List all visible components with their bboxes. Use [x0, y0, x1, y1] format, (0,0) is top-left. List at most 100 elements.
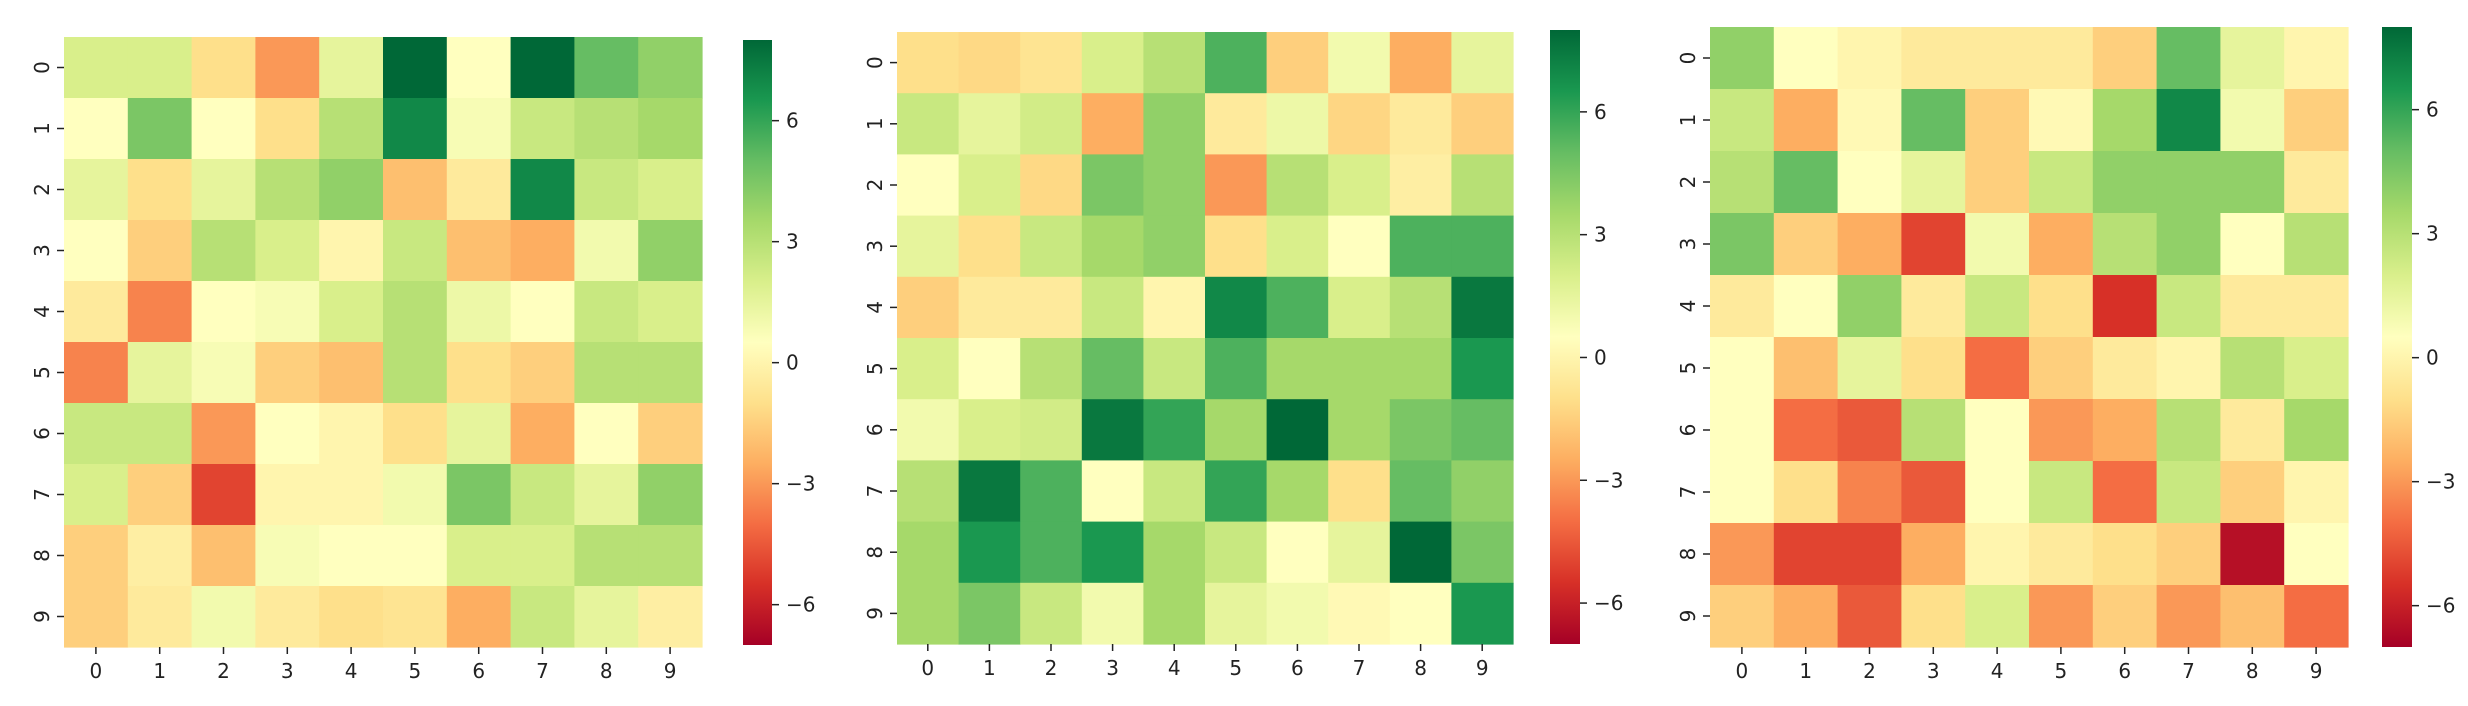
- colorbar: [2382, 27, 2412, 647]
- x-tick-label: 1: [983, 656, 996, 680]
- x-tick-label: 8: [1414, 656, 1427, 680]
- heatmap-cell-r7-c9: [638, 464, 703, 526]
- heatmap-cell-r9-c4: [1965, 585, 2030, 648]
- heatmap-cell-r9-c2: [1837, 585, 1902, 648]
- x-tick-label: 8: [600, 659, 613, 683]
- heatmap-cell-r8-c6: [1266, 521, 1329, 584]
- x-tick-label: 2: [217, 659, 230, 683]
- heatmap-cell-r5-c3: [1901, 337, 1966, 400]
- heatmap-cell-r1-c4: [1965, 89, 2030, 152]
- heatmap-cell-r3-c0: [64, 220, 129, 282]
- x-tick-label: 3: [281, 659, 294, 683]
- heatmap-cell-r3-c9: [638, 220, 703, 282]
- heatmap-cell-r0-c4: [1143, 32, 1206, 94]
- heatmap-cell-r6-c7: [510, 403, 575, 465]
- colorbar-tick-label: 0: [1594, 345, 1607, 369]
- heatmap-cell-r6-c7: [2156, 399, 2221, 462]
- heatmap-cell-r6-c7: [1328, 399, 1391, 461]
- heatmap-cell-r9-c8: [2220, 585, 2285, 648]
- y-tick-label: 0: [30, 61, 54, 74]
- heatmap-cell-r2-c6: [446, 159, 512, 221]
- heatmap-cell-r1-c1: [958, 93, 1021, 155]
- y-tick-label: 8: [863, 546, 887, 559]
- heatmap-cell-r9-c8: [574, 586, 639, 648]
- heatmap-cell-r5-c3: [255, 342, 320, 404]
- heatmap-cell-r9-c9: [2284, 585, 2349, 648]
- heatmap-cell-r2-c5: [2029, 151, 2094, 214]
- heatmap-cell-r8-c5: [1205, 521, 1268, 584]
- heatmap-cell-r1-c0: [897, 93, 960, 155]
- heatmap-cell-r7-c6: [2092, 461, 2158, 524]
- y-tick-label: 6: [1676, 424, 1700, 437]
- heatmap-cell-r4-c0: [1710, 275, 1775, 338]
- heatmap-cell-r7-c1: [1773, 461, 1839, 524]
- colorbar-tick-label: 6: [1594, 100, 1607, 124]
- heatmap-cell-r1-c5: [2029, 89, 2094, 152]
- heatmap-cell-r4-c7: [1328, 276, 1391, 339]
- heatmap-cell-r5-c0: [897, 338, 960, 400]
- x-tick-label: 6: [1291, 656, 1304, 680]
- y-tick-label: 5: [863, 362, 887, 375]
- heatmap-cell-r7-c3: [1081, 460, 1144, 523]
- heatmap-cell-r2-c4: [1143, 154, 1206, 217]
- colorbar-tick-label: 3: [786, 230, 799, 254]
- heatmap-cell-r3-c3: [255, 220, 320, 282]
- heatmap-cell-r0-c8: [1389, 32, 1452, 94]
- y-tick-label: 7: [863, 485, 887, 498]
- heatmap-cell-r0-c4: [319, 37, 384, 99]
- heatmap-cell-r5-c3: [1081, 338, 1144, 400]
- heatmap-cell-r2-c2: [1837, 151, 1902, 214]
- heatmap-cell-r2-c1: [958, 154, 1021, 217]
- heatmap-cell-r1-c7: [2156, 89, 2221, 152]
- heatmap-cell-r2-c0: [1710, 151, 1775, 214]
- heatmap-cell-r0-c6: [446, 37, 512, 99]
- heatmap-cell-r9-c0: [1710, 585, 1775, 648]
- heatmap-cell-r7-c1: [958, 460, 1021, 523]
- heatmap-cell-r0-c3: [255, 37, 320, 99]
- heatmap-cell-r8-c4: [319, 525, 384, 587]
- heatmap-cell-r6-c0: [64, 403, 129, 465]
- heatmap-cell-r9-c0: [64, 586, 129, 648]
- heatmap-cell-r6-c1: [1773, 399, 1839, 462]
- heatmap-cell-r6-c9: [2284, 399, 2349, 462]
- heatmap-cell-r7-c6: [446, 464, 512, 526]
- heatmap-cell-r3-c4: [319, 220, 384, 282]
- heatmap-cell-r9-c9: [638, 586, 703, 648]
- heatmap-cell-r7-c8: [574, 464, 639, 526]
- heatmap-cell-r1-c8: [1389, 93, 1452, 155]
- x-tick-label: 9: [1476, 656, 1489, 680]
- heatmap-cell-r0-c5: [383, 37, 448, 99]
- heatmap-cell-r4-c3: [1901, 275, 1966, 338]
- heatmap-cell-r6-c5: [1205, 399, 1268, 461]
- y-tick-label: 8: [1676, 548, 1700, 561]
- heatmap-cell-r8-c3: [255, 525, 320, 587]
- heatmap-cell-r8-c8: [574, 525, 639, 587]
- heatmap-cell-r1-c2: [191, 98, 256, 160]
- heatmap-cell-r8-c0: [897, 521, 960, 584]
- y-tick-label: 9: [863, 607, 887, 620]
- heatmap-cell-r5-c6: [2092, 337, 2158, 400]
- y-tick-label: 5: [30, 366, 54, 379]
- heatmap-cell-r2-c5: [1205, 154, 1268, 217]
- heatmap-cell-r3-c5: [383, 220, 448, 282]
- heatmap-cell-r0-c6: [1266, 32, 1329, 94]
- heatmap-cell-r3-c2: [1837, 213, 1902, 276]
- heatmap-cell-r9-c6: [1266, 582, 1329, 645]
- heatmap-cell-r7-c4: [1143, 460, 1206, 523]
- heatmap-cell-r3-c1: [958, 215, 1021, 278]
- heatmap-cell-r0-c9: [638, 37, 703, 99]
- heatmap-cell-r1-c3: [1081, 93, 1144, 155]
- heatmap-cell-r5-c1: [1773, 337, 1839, 400]
- heatmap-cell-r4-c3: [1081, 276, 1144, 339]
- heatmap-cell-r3-c7: [1328, 215, 1391, 278]
- x-tick-label: 6: [2118, 659, 2131, 683]
- heatmap-cell-r8-c8: [2220, 523, 2285, 586]
- heatmap-cell-r9-c1: [1773, 585, 1839, 648]
- heatmap-cell-r8-c6: [446, 525, 512, 587]
- heatmap-cell-r3-c8: [2220, 213, 2285, 276]
- heatmap-panel-0: 0 1 2 3 4 5 6 7 8 9 0 1 2 3 4 5 6 7 8 9 −6 −3 0 3 6: [30, 37, 815, 683]
- heatmap-cell-r7-c2: [1837, 461, 1902, 524]
- heatmap-cell-r2-c3: [255, 159, 320, 221]
- heatmap-cell-r3-c0: [1710, 213, 1775, 276]
- heatmap-cell-r8-c2: [1020, 521, 1083, 584]
